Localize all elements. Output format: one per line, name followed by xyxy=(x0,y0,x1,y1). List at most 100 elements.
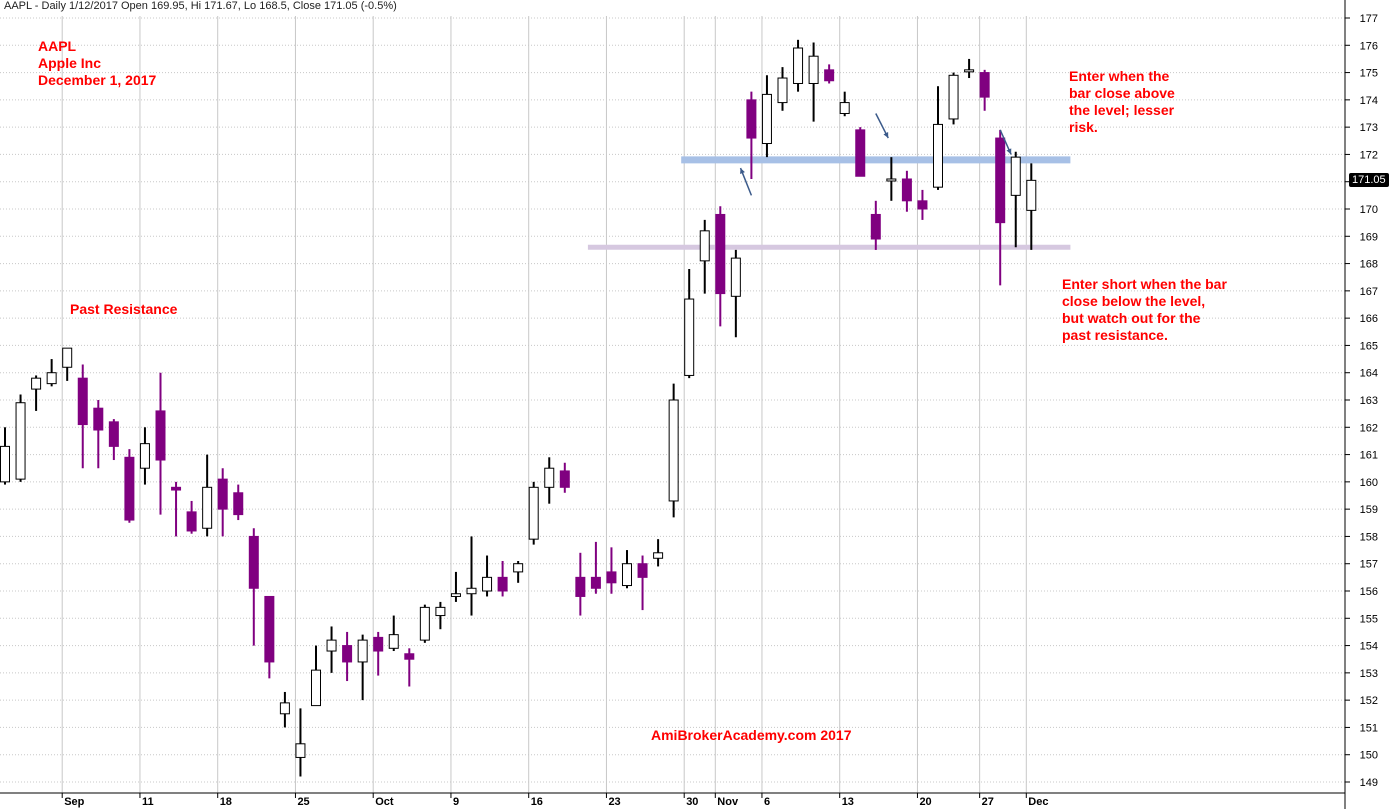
candle xyxy=(357,634,368,701)
candle-body xyxy=(357,639,368,663)
past-resistance-label: Past Resistance xyxy=(70,301,178,317)
candle xyxy=(202,454,213,537)
x-tick-label: Oct xyxy=(375,796,394,808)
candle-body xyxy=(622,563,632,587)
arrows xyxy=(739,113,1012,196)
x-tick-label: 23 xyxy=(608,796,620,808)
ticker-symbol: AAPL xyxy=(38,38,77,54)
candle-body xyxy=(435,606,446,617)
candle xyxy=(995,129,1006,286)
candles xyxy=(0,39,1037,777)
ticker-annotation: AAPL Apple Inc December 1, 2017 xyxy=(38,38,156,89)
y-tick-label: 156 xyxy=(1360,586,1378,598)
candle xyxy=(715,206,726,327)
y-tick-label: 172 xyxy=(1360,149,1378,161)
x-tick-label: 30 xyxy=(686,796,698,808)
candle-body xyxy=(746,99,757,139)
candle-body xyxy=(93,407,104,431)
candle-body xyxy=(248,535,259,589)
x-tick-label: 18 xyxy=(220,796,232,808)
candle-body xyxy=(948,74,959,120)
candle xyxy=(497,560,508,597)
enter-above-note: Enter when the bar close above the level… xyxy=(1069,68,1175,135)
y-tick-label: 174 xyxy=(1360,95,1378,107)
candle-body xyxy=(62,347,73,368)
candle-body xyxy=(373,636,384,652)
candle xyxy=(948,72,959,125)
y-tick-label: 151 xyxy=(1360,722,1378,734)
candle-body xyxy=(155,410,166,461)
last-price-tag: 171.05 xyxy=(1349,173,1389,187)
company-name: Apple Inc xyxy=(38,55,102,71)
y-tick-label: 162 xyxy=(1360,422,1378,434)
y-tick-label: 155 xyxy=(1360,613,1378,625)
candle xyxy=(171,481,182,537)
candle-body xyxy=(730,257,741,297)
candle xyxy=(373,631,384,676)
candle xyxy=(466,536,477,616)
candle-body xyxy=(777,77,788,104)
y-tick-label: 169 xyxy=(1360,231,1378,243)
candle-body xyxy=(668,399,679,502)
candle-body xyxy=(264,595,275,663)
x-tick-label: 9 xyxy=(453,796,459,808)
candle xyxy=(404,648,415,687)
y-tick-label: 173 xyxy=(1360,122,1378,134)
candle-body xyxy=(979,72,990,98)
y-tick-label: 158 xyxy=(1360,531,1378,543)
candle xyxy=(637,555,648,611)
candle xyxy=(808,42,819,122)
candle xyxy=(901,170,912,212)
candle xyxy=(0,427,10,485)
candle-body xyxy=(715,213,726,295)
candle xyxy=(606,547,617,594)
candle xyxy=(450,571,461,602)
candle xyxy=(699,219,710,294)
candle-body xyxy=(793,47,804,84)
candle-body xyxy=(901,178,912,202)
x-tick-label: Nov xyxy=(717,796,739,808)
candle-body xyxy=(824,69,835,82)
y-tick-label: 168 xyxy=(1360,259,1378,271)
candle xyxy=(528,481,539,545)
candle xyxy=(233,484,244,521)
candle xyxy=(15,394,26,482)
candle-body xyxy=(0,445,10,483)
candle-body xyxy=(761,93,772,145)
candle-body xyxy=(77,377,88,426)
candle-body xyxy=(450,593,461,597)
y-tick-label: 149 xyxy=(1360,777,1378,789)
candle xyxy=(295,708,306,777)
candle xyxy=(575,552,586,616)
candle-body xyxy=(295,743,306,758)
candle xyxy=(839,91,850,117)
candle xyxy=(248,528,259,646)
candle-body xyxy=(202,486,213,529)
y-tick-label: 157 xyxy=(1360,559,1378,571)
candle xyxy=(777,67,788,111)
candle-body xyxy=(917,200,928,210)
candle xyxy=(979,69,990,111)
candle-body xyxy=(171,486,182,491)
candle xyxy=(622,550,632,589)
y-tick-label: 159 xyxy=(1360,504,1378,516)
candle xyxy=(264,595,275,679)
candle xyxy=(186,500,197,534)
candle-body xyxy=(559,470,570,488)
candle xyxy=(388,615,399,652)
candle xyxy=(730,249,741,338)
y-tick-label: 153 xyxy=(1360,668,1378,680)
candle-body xyxy=(886,178,897,182)
candle-body xyxy=(388,634,399,649)
candle xyxy=(326,626,337,673)
candle-body xyxy=(933,123,943,188)
candle-body xyxy=(419,606,430,641)
candle xyxy=(513,560,524,583)
candle-body xyxy=(404,653,415,660)
candle xyxy=(108,419,119,461)
candle-body xyxy=(1026,179,1037,211)
candle xyxy=(668,383,679,518)
candle xyxy=(342,631,353,682)
y-tick-label: 152 xyxy=(1360,695,1378,707)
